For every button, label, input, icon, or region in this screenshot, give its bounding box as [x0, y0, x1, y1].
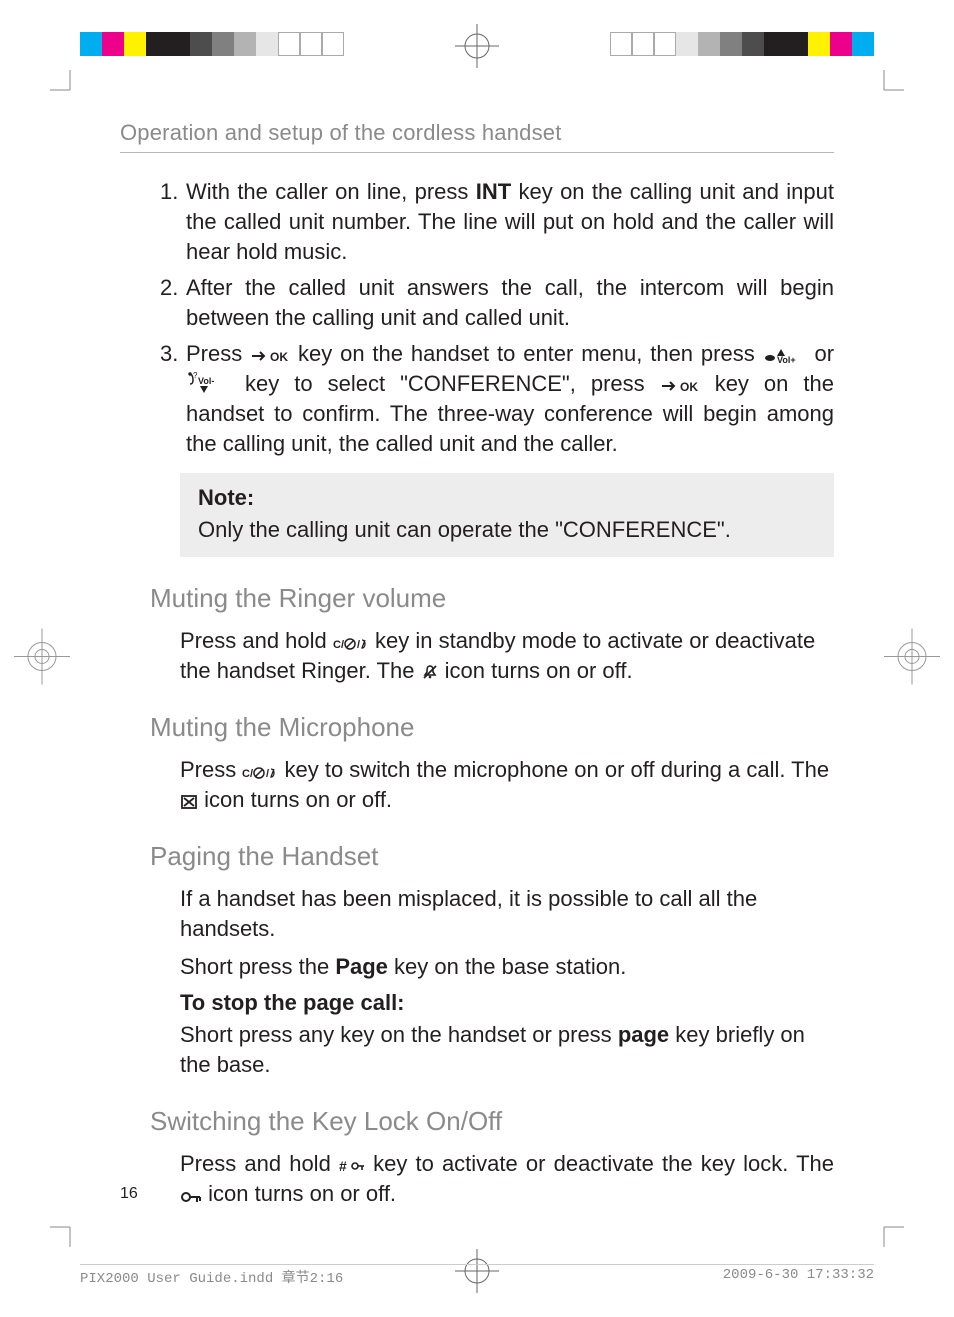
paging-p3: Short press any key on the handset or pr… [180, 1020, 834, 1080]
svg-text:Vol+: Vol+ [777, 355, 796, 364]
section-paging-title: Paging the Handset [150, 841, 834, 872]
running-head: Operation and setup of the cordless hand… [120, 120, 834, 153]
menu-ok-icon: OK [660, 378, 700, 394]
paging-subhead: To stop the page call: [180, 990, 834, 1016]
page-key-label: page [618, 1022, 669, 1047]
int-key-label: INT [476, 179, 511, 204]
step-2: 2. After the called unit answers the cal… [160, 273, 834, 333]
svg-text:OK: OK [680, 380, 698, 394]
page-number: 16 [120, 1185, 138, 1203]
step-text: key to select "CONFERENCE", press [245, 371, 660, 396]
footer-rule [80, 1264, 874, 1265]
vol-plus-icon: Vol+ [763, 346, 807, 364]
cancel-mute-key-icon: C/ / [333, 637, 369, 651]
svg-text:/: / [266, 768, 269, 780]
footer-left: PIX2000 User Guide.indd 章节2:16 [80, 1267, 343, 1287]
svg-text:/: / [357, 639, 360, 651]
step-number: 1. [160, 177, 186, 267]
step-number: 2. [160, 273, 186, 333]
step-1: 1. With the caller on line, press INT ke… [160, 177, 834, 267]
section-keylock-body: Press and hold # key to activate or deac… [180, 1149, 834, 1209]
conference-steps: 1. With the caller on line, press INT ke… [160, 177, 834, 459]
mic-mute-icon [180, 794, 198, 810]
paging-p2: Short press the Page key on the base sta… [180, 952, 834, 982]
step-3: 3. Press OK key on the handset to enter … [160, 339, 834, 459]
footer-right: 2009-6-30 17:33:32 [723, 1267, 874, 1287]
crop-mark-br [876, 1219, 904, 1247]
step-text: After the called unit answers the call, … [186, 273, 834, 333]
step-text: or [814, 341, 834, 366]
step-text: With the caller on line, press [186, 179, 476, 204]
svg-text:OK: OK [270, 350, 288, 364]
note-body: Only the calling unit can operate the "C… [198, 517, 816, 543]
note-box: Note: Only the calling unit can operate … [180, 473, 834, 557]
hash-lock-key-icon: # [339, 1158, 365, 1174]
footer: PIX2000 User Guide.indd 章节2:16 2009-6-30… [80, 1267, 874, 1287]
section-ringer-body: Press and hold C// key in standby mode t… [180, 626, 834, 686]
step-text: key on the handset to enter menu, then p… [298, 341, 763, 366]
svg-text:C/: C/ [333, 639, 344, 651]
page-body: Operation and setup of the cordless hand… [120, 120, 834, 1217]
svg-text:Vol-: Vol- [198, 376, 214, 386]
crop-mark-tl [50, 70, 78, 98]
section-ringer-title: Muting the Ringer volume [150, 583, 834, 614]
registration-cross-top [455, 24, 499, 68]
crop-mark-tr [876, 70, 904, 98]
menu-ok-icon: OK [250, 348, 290, 364]
step-number: 3. [160, 339, 186, 459]
step-text: Press [186, 341, 250, 366]
svg-text:C/: C/ [242, 768, 253, 780]
section-mic-title: Muting the Microphone [150, 712, 834, 743]
svg-text:#: # [339, 1158, 347, 1174]
section-mic-body: Press C// key to switch the microphone o… [180, 755, 834, 815]
paging-p1: If a handset has been misplaced, it is p… [180, 884, 834, 944]
page-key-label: Page [335, 954, 388, 979]
key-lock-icon [180, 1190, 202, 1204]
registration-cross-right [884, 628, 940, 689]
note-title: Note: [198, 485, 816, 511]
crop-mark-bl [50, 1219, 78, 1247]
cancel-mute-key-icon: C/ / [242, 766, 278, 780]
vol-minus-icon: ?Vol- [186, 372, 230, 394]
ringer-off-icon [421, 663, 439, 681]
section-keylock-title: Switching the Key Lock On/Off [150, 1106, 834, 1137]
registration-cross-left [14, 628, 70, 689]
